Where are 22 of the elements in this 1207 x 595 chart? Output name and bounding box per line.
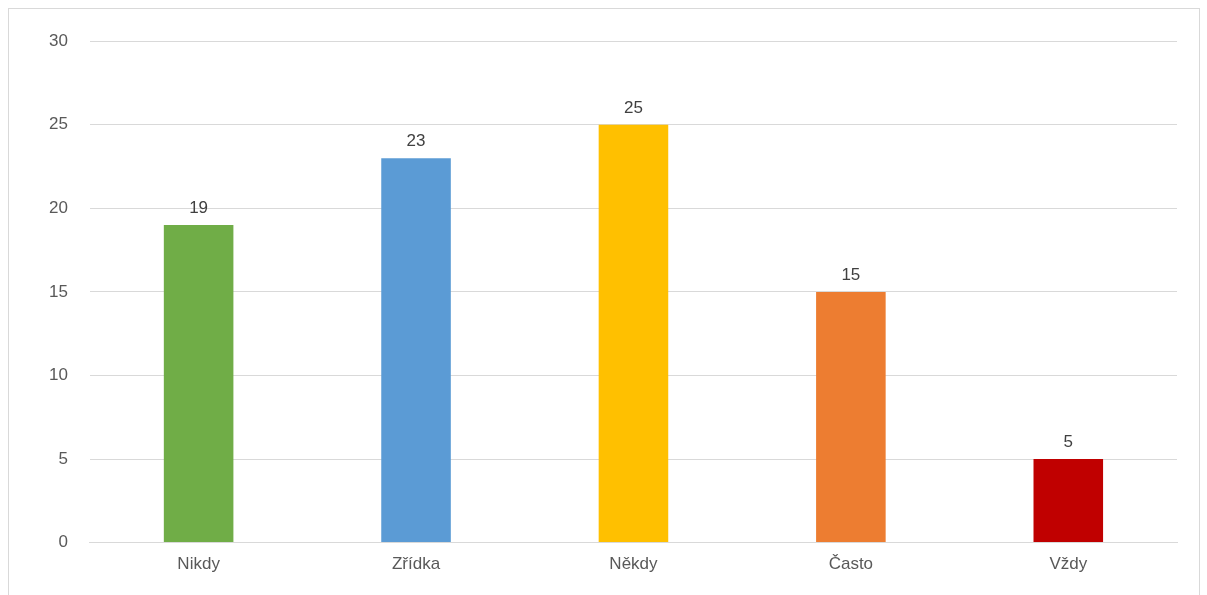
data-label: 19 (189, 198, 209, 218)
bar (163, 225, 234, 543)
y-tick-label: 0 (58, 532, 68, 552)
bar (598, 124, 669, 543)
x-tick-label: Někdy (609, 554, 659, 574)
y-tick-label: 25 (48, 114, 68, 134)
x-tick-label: Zřídka (391, 554, 441, 574)
y-tick-label: 5 (58, 448, 68, 468)
x-tick-label: Nikdy (177, 554, 221, 574)
x-tick-label: Často (828, 554, 874, 574)
data-label: 5 (1063, 432, 1074, 452)
bar (816, 291, 886, 543)
x-tick-label: Vždy (1049, 554, 1088, 574)
bar (381, 158, 451, 543)
data-label: 15 (841, 265, 861, 285)
y-tick-label: 10 (48, 365, 68, 385)
y-tick-label: 20 (48, 198, 68, 218)
y-tick-label: 15 (48, 281, 68, 301)
bar (1033, 459, 1104, 543)
data-label: 25 (623, 97, 643, 117)
data-label: 23 (406, 131, 426, 151)
y-tick-label: 30 (48, 30, 68, 50)
